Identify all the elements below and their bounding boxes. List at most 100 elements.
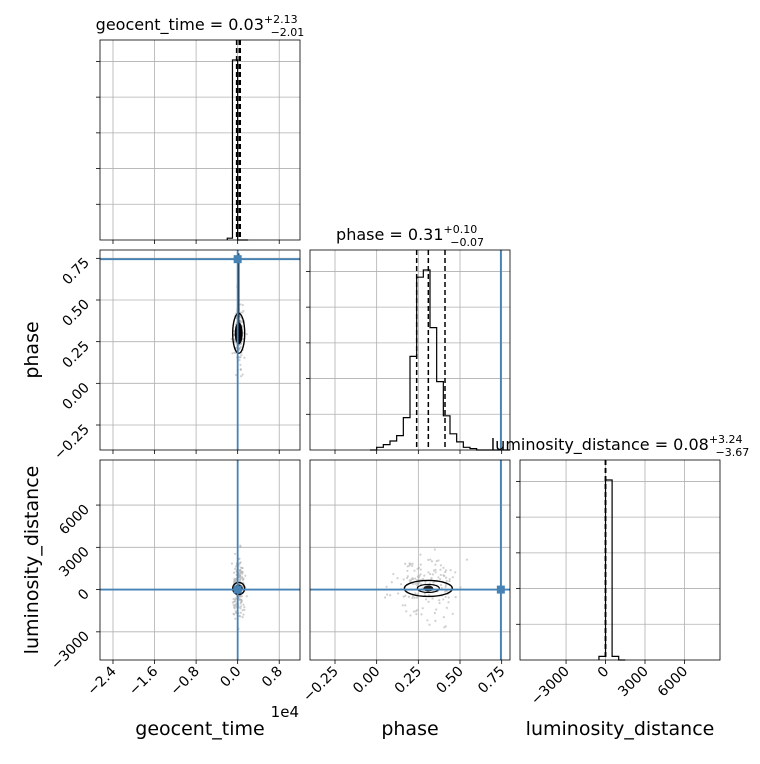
xtick-label-phase-1: 0.00 (350, 664, 383, 697)
scatter-point (438, 599, 441, 602)
scatter-point (400, 583, 403, 586)
scatter-point (238, 572, 241, 575)
scatter-point (459, 586, 462, 589)
scatter-point (416, 567, 419, 571)
scatter-point (413, 569, 416, 572)
xtick-label-phase-4: 0.75 (475, 664, 508, 697)
scatter-point (421, 578, 425, 581)
xtick-label-phase-3: 0.50 (433, 664, 466, 697)
scatter-point (241, 311, 244, 314)
xtick-label-phase-0: −0.25 (300, 664, 342, 706)
scatter-point (396, 577, 399, 580)
scatter-point (449, 569, 452, 572)
panel-title-phase: phase = 0.31+0.10 −0.07 (336, 223, 484, 249)
xtick-label-luminosity_distance-1: 0 (595, 664, 613, 682)
ytick-label-luminosity_distance-2: 3000 (56, 544, 93, 581)
scatter-point (424, 598, 428, 601)
scatter-point (406, 569, 409, 573)
scatter-point (240, 595, 244, 598)
scatter-point (239, 569, 242, 572)
scatter-point (383, 596, 387, 599)
hist-panel-phase-frame (309, 249, 511, 451)
scatter-point (245, 595, 248, 598)
scatter-point (408, 562, 411, 565)
scatter-point (402, 578, 405, 581)
scatter-point (444, 570, 447, 574)
scatter-point (240, 598, 243, 602)
histogram-luminosity_distance (598, 479, 626, 661)
scatter-point (418, 574, 421, 577)
scatter-point (233, 340, 237, 344)
scatter-point (238, 358, 241, 362)
scatter-point (437, 576, 440, 579)
ytick-label-luminosity_distance-1: 0 (75, 586, 93, 604)
scatter-point (242, 603, 245, 606)
scatter-point (419, 553, 422, 556)
scatter-point (434, 619, 437, 622)
scatter-point (445, 579, 448, 582)
scatter-point (419, 568, 422, 571)
scatter-point (232, 571, 236, 574)
scatter-point (238, 356, 241, 359)
scatter-point (409, 614, 412, 617)
scatter-point (404, 604, 407, 607)
panel-phase-vs-luminosity_distance-contour-core (423, 585, 434, 592)
scatter-point (427, 600, 430, 603)
scatter-point (451, 576, 454, 579)
ytick-label-phase-2: 0.25 (59, 338, 92, 371)
scatter-point (234, 373, 238, 377)
scatter-point (447, 596, 450, 599)
scatter-point (240, 375, 243, 378)
scatter-point (234, 552, 237, 556)
scatter-point (241, 609, 244, 612)
scatter-point (426, 619, 429, 622)
scatter-point (444, 569, 448, 572)
scatter-point (445, 606, 448, 609)
panel-phase-vs-luminosity_distance-truth-marker (496, 585, 505, 594)
ytick-label-phase-1: 0.00 (59, 380, 92, 413)
scatter-point (415, 612, 418, 616)
scatter-point (385, 585, 388, 588)
scatter-point (434, 563, 437, 566)
xtick-label-luminosity_distance-3: 6000 (655, 664, 692, 701)
xaxis-label-phase: phase (381, 718, 438, 740)
scatter-point (430, 560, 434, 563)
scatter-point (428, 593, 431, 597)
scatter-point (431, 597, 434, 600)
scatter-point (415, 596, 419, 599)
title-value-geocent_time: geocent_time = 0.03 (96, 15, 264, 35)
panel-geocent_time-vs-phase-truth-marker (233, 255, 242, 264)
scatter-point (241, 615, 244, 619)
scatter-point (439, 568, 442, 571)
scatter-point (417, 576, 420, 579)
scatter-point (406, 565, 409, 568)
scatter-point (442, 616, 445, 619)
scatter-point (454, 571, 457, 574)
scatter-point (435, 608, 438, 611)
scatter-point (451, 612, 454, 615)
scatter-point (408, 564, 411, 567)
scatter-point (402, 595, 405, 598)
scatter-point (239, 611, 243, 614)
scatter-point (241, 303, 244, 307)
panel-phase-vs-luminosity_distance-bg (310, 460, 510, 660)
scatter-point (241, 373, 244, 376)
scatter-point (239, 368, 242, 371)
scatter-point (232, 600, 236, 603)
panel-title-geocent_time: geocent_time = 0.03+2.13 −2.01 (96, 13, 305, 39)
scatter-point (419, 563, 422, 566)
title-lower-err-luminosity_distance: −3.67 (716, 446, 750, 459)
scatter-point (390, 581, 393, 584)
scatter-point (442, 598, 445, 601)
scatter-point (409, 580, 412, 583)
histogram-phase (370, 269, 510, 451)
scatter-point (454, 596, 457, 599)
scatter-point (411, 562, 414, 565)
scatter-point (241, 577, 244, 580)
title-lower-err-phase: −0.07 (450, 236, 484, 249)
scatter-point (239, 545, 242, 548)
scatter-point (242, 613, 245, 616)
xtick-label-luminosity_distance-2: 3000 (615, 664, 652, 701)
scatter-point (444, 583, 448, 587)
